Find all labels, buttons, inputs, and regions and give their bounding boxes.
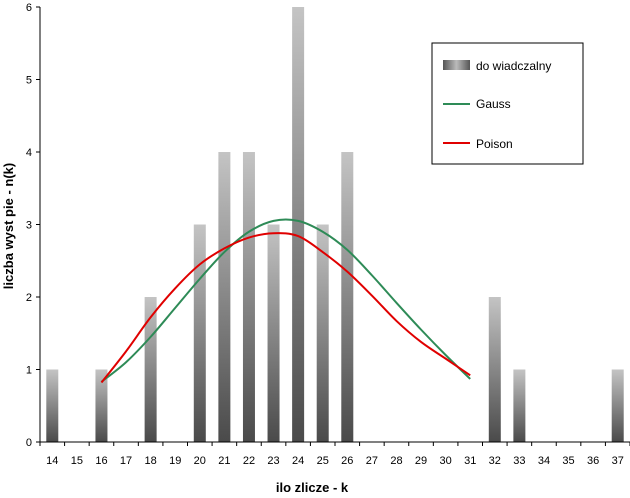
x-tick-label: 24 [292,455,304,467]
bar-21 [218,152,231,442]
x-tick-label: 31 [464,455,476,467]
bar-22 [242,152,255,442]
bar-32 [488,297,501,442]
line-poison [100,232,471,384]
line-gauss [100,218,471,383]
x-tick-label: 22 [243,455,255,467]
y-tick-label: 0 [26,437,32,449]
x-tick-label: 18 [145,455,157,467]
y-axis-title: liczba wyst pie - n(k) [1,163,16,289]
x-tick-label: 36 [587,455,599,467]
x-tick-label: 23 [267,455,279,467]
x-tick-label: 34 [538,455,550,467]
x-tick-label: 30 [440,455,452,467]
x-tick-label: 26 [341,455,353,467]
bar-25 [316,224,329,442]
legend-swatch-bar [443,60,470,70]
x-axis-title: ilo zlicze - k [276,480,349,495]
bar-37 [611,369,624,442]
x-tick-label: 14 [46,455,58,467]
y-tick-label: 3 [26,220,32,232]
bar-16 [95,369,108,442]
y-tick-label: 5 [26,75,32,87]
x-tick-label: 19 [169,455,181,467]
x-tick-label: 27 [366,455,378,467]
x-tick-label: 21 [218,455,230,467]
y-tick-label: 6 [26,2,32,14]
bar-33 [513,369,526,442]
bar-20 [193,224,206,442]
bar-23 [267,224,280,442]
legend-label-poison: Poison [476,137,513,151]
line-series [100,218,471,384]
x-tick-label: 29 [415,455,427,467]
axes [36,6,630,446]
x-tick-label: 15 [71,455,83,467]
x-tick-label: 32 [489,455,501,467]
bar-series [46,7,624,442]
y-tick-label: 2 [26,292,32,304]
x-tick-label: 37 [612,455,624,467]
legend-label-bar: do wiadczalny [476,59,551,73]
x-tick-label: 20 [194,455,206,467]
y-tick-labels: 0 1 2 3 4 5 6 [26,2,32,449]
x-tick-labels: 14 15 16 17 18 19 20 21 22 23 24 25 26 27 28 29 30 31 32 33… [46,455,624,467]
y-tick-label: 4 [26,147,32,159]
y-tick-label: 1 [26,365,32,377]
bar-26 [341,152,354,442]
legend: do wiadczalny Gauss Poison [431,42,584,165]
x-tick-label: 25 [317,455,329,467]
x-tick-label: 35 [562,455,574,467]
x-tick-label: 17 [120,455,132,467]
bar-24 [292,7,305,442]
legend-label-gauss: Gauss [476,97,511,111]
x-tick-label: 28 [390,455,402,467]
x-tick-label: 16 [95,455,107,467]
x-tick-label: 33 [513,455,525,467]
bar-14 [46,369,59,442]
